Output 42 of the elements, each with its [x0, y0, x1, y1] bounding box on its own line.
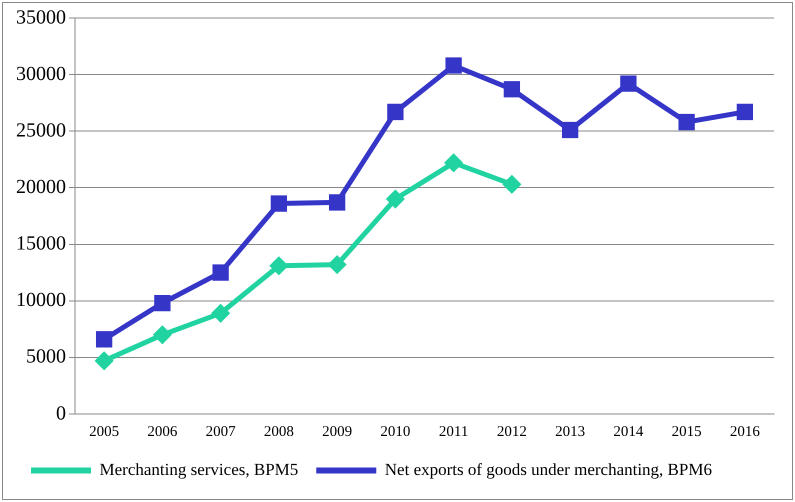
point	[212, 264, 229, 281]
point	[154, 294, 171, 312]
x-tick-label: 2007	[206, 424, 236, 440]
x-tick-label: 2015	[672, 424, 702, 440]
point	[328, 256, 346, 274]
point	[620, 75, 637, 92]
point	[503, 176, 520, 193]
point	[445, 57, 462, 74]
point	[504, 81, 520, 98]
y-tick-label: 10000	[16, 289, 66, 312]
point	[212, 304, 230, 322]
point	[328, 194, 346, 211]
point	[386, 190, 404, 208]
point	[736, 104, 754, 120]
legend-label: Merchanting services, BPM5	[100, 460, 298, 479]
y-tick-label: 30000	[16, 62, 66, 85]
point	[154, 326, 171, 344]
y-tick-label: 25000	[16, 119, 66, 142]
point	[678, 114, 695, 130]
y-tick-label: 20000	[16, 176, 66, 198]
y-tick-label: 5000	[26, 346, 66, 368]
x-tick-label: 2009	[322, 424, 352, 440]
point	[96, 352, 113, 370]
y-tick-label: 35000	[16, 6, 66, 28]
x-tick-label: 2013	[555, 424, 586, 440]
y-tick-label: 15000	[16, 232, 66, 255]
y-tick-label: 0	[56, 402, 66, 424]
x-tick-label: 2008	[264, 424, 294, 440]
point	[270, 195, 288, 212]
legend-label: Net exports of goods under merchanting, BPM6	[384, 460, 712, 479]
x-tick-label: 2012	[496, 424, 527, 440]
x-tick-label: 2016	[730, 424, 760, 440]
x-tick-label: 2014	[613, 424, 644, 440]
point	[270, 257, 288, 274]
point	[445, 154, 462, 172]
x-tick-label: 2005	[89, 424, 120, 440]
x-tick-label: 2011	[438, 424, 468, 440]
x-tick-label: 2006	[147, 424, 178, 440]
point	[96, 331, 112, 348]
x-tick-label: 2010	[380, 424, 410, 440]
point	[562, 122, 578, 138]
point	[387, 104, 404, 120]
